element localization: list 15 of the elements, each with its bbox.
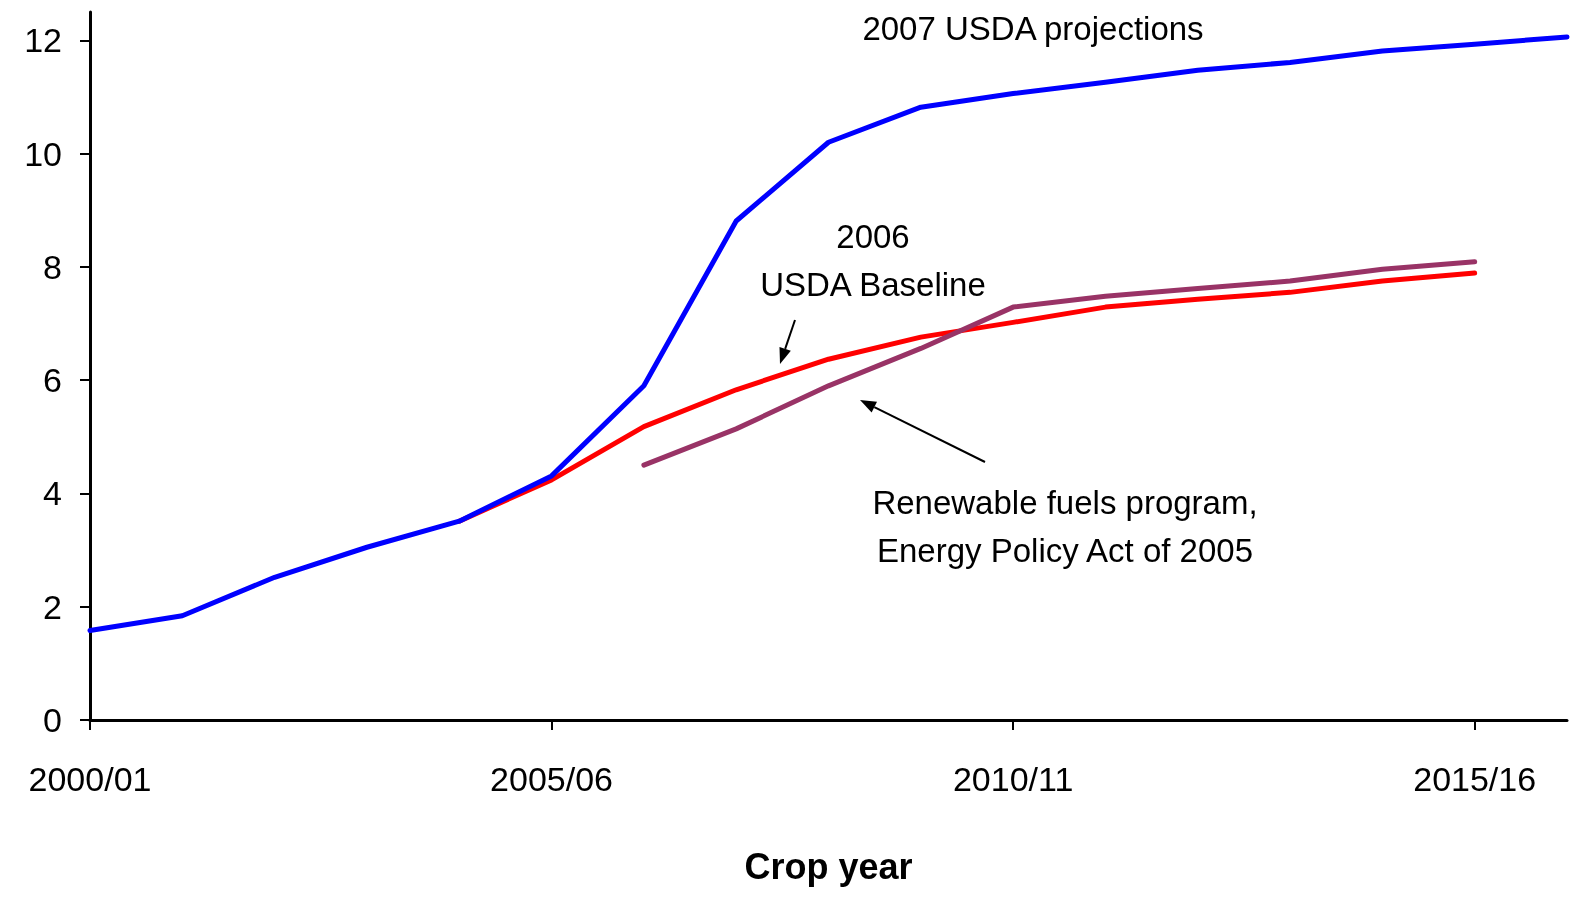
y-tick-label: 2	[43, 587, 62, 626]
y-tick-label: 4	[43, 474, 62, 513]
y-tick-label: 0	[43, 701, 62, 739]
x-axis-title: Crop year	[744, 845, 913, 887]
x-tick-label: 2005/06	[490, 760, 614, 798]
y-tick-label: 12	[24, 21, 62, 60]
annotation: 2007 USDA projections	[862, 9, 1204, 47]
annotation: Renewable fuels program, Energy Policy Act of 2005	[872, 483, 1258, 569]
x-tick-label: 2000/01	[28, 760, 152, 798]
y-tick-label: 10	[24, 134, 62, 173]
annotation: 2006 USDA Baseline	[760, 217, 986, 303]
y-tick-label: 6	[43, 361, 62, 400]
x-tick-label: 2010/11	[952, 760, 1074, 798]
y-tick-label: 8	[43, 247, 62, 286]
x-tick-label: 2015/16	[1413, 760, 1537, 798]
